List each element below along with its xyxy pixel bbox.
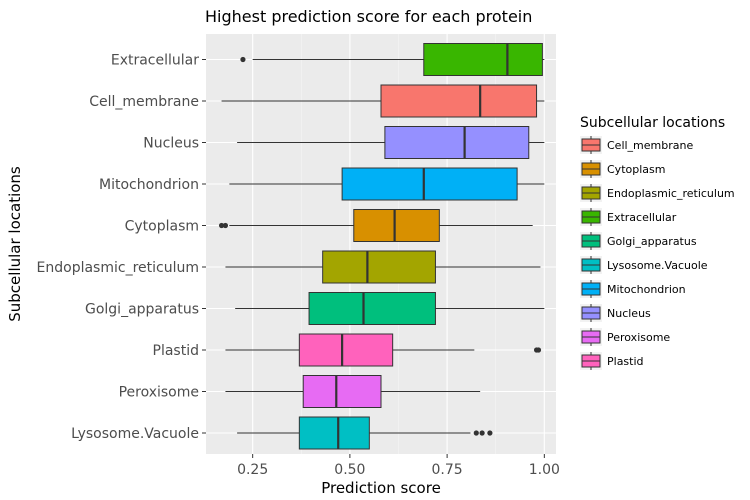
x-tick-label: 0.75: [432, 462, 463, 478]
x-axis-title: Prediction score: [321, 479, 441, 497]
legend-label: Plastid: [607, 355, 644, 368]
legend-item-Lysosome.Vacuole: Lysosome.Vacuole: [580, 256, 708, 274]
y-tick-label: Nucleus: [143, 136, 199, 152]
legend-label: Endoplasmic_reticulum: [607, 187, 735, 200]
outlier-point: [487, 430, 493, 436]
legend-item-Plastid: Plastid: [580, 352, 644, 370]
box-iqr: [353, 209, 440, 242]
y-tick-label: Cell_membrane: [89, 94, 199, 110]
box-Lysosome.Vacuole: [237, 416, 493, 450]
y-tick-label: Extracellular: [111, 53, 199, 69]
outlier-point: [479, 430, 485, 436]
outlier-point: [240, 56, 246, 63]
outlier-point: [535, 347, 542, 353]
x-tick-label: 0.25: [237, 462, 268, 478]
legend-item-Cell_membrane: Cell_membrane: [580, 136, 693, 154]
legend-item-Extracellular: Extracellular: [580, 208, 677, 226]
y-tick-label: Endoplasmic_reticulum: [37, 260, 199, 276]
legend-item-Nucleus: Nucleus: [580, 304, 651, 322]
y-axis: Extracellular Cell_membrane Nucleus Mitocho…: [37, 53, 206, 442]
legend-label: Mitochondrion: [607, 283, 686, 296]
box-Nucleus: [237, 126, 545, 159]
box-Golgi_apparatus: [235, 292, 545, 325]
legend-item-Mitochondrion: Mitochondrion: [580, 280, 686, 298]
boxes-layer: [218, 43, 545, 450]
y-tick-label: Peroxisome: [119, 385, 199, 401]
y-tick-label: Golgi_apparatus: [85, 302, 199, 318]
legend-item-Golgi_apparatus: Golgi_apparatus: [580, 232, 697, 250]
x-tick-label: 1.00: [529, 462, 560, 478]
legend-title: Subcellular locations: [580, 115, 725, 131]
legend-item-Endoplasmic_reticulum: Endoplasmic_reticulum: [580, 184, 735, 202]
legend-label: Nucleus: [607, 307, 651, 320]
box-Extracellular: [240, 43, 545, 76]
box-Cell_membrane: [221, 84, 545, 118]
legend-label: Extracellular: [607, 211, 677, 224]
legend-label: Peroxisome: [607, 331, 670, 344]
x-axis: 0.25 0.50 0.75 1.00: [237, 454, 560, 478]
box-iqr: [308, 292, 436, 325]
y-tick-label: Cytoplasm: [125, 219, 199, 235]
legend-label: Lysosome.Vacuole: [607, 259, 708, 272]
legend-label: Golgi_apparatus: [607, 235, 697, 248]
box-iqr: [341, 167, 518, 201]
box-iqr: [423, 43, 543, 76]
legend-item-Cytoplasm: Cytoplasm: [580, 160, 665, 178]
outlier-point: [473, 430, 479, 436]
box-iqr: [322, 250, 436, 284]
y-tick-label: Lysosome.Vacuole: [71, 426, 199, 442]
box-Peroxisome: [225, 375, 481, 408]
box-Mitochondrion: [229, 167, 545, 201]
box-Plastid: [225, 333, 542, 367]
box-Cytoplasm: [218, 209, 533, 242]
legend: Subcellular locations Cell_membrane Cytop…: [580, 115, 735, 370]
chart-title: Highest prediction score for each protei…: [205, 7, 532, 26]
y-axis-title: Subcellular locations: [6, 166, 24, 322]
box-Endoplasmic_reticulum: [225, 250, 541, 284]
box-iqr: [298, 416, 370, 450]
legend-label: Cell_membrane: [607, 139, 693, 152]
legend-label: Cytoplasm: [607, 163, 665, 176]
box-iqr: [380, 84, 538, 118]
box-iqr: [384, 126, 530, 159]
outlier-point: [222, 222, 229, 229]
y-tick-label: Mitochondrion: [99, 177, 199, 193]
box-iqr: [302, 375, 382, 408]
box-iqr: [298, 333, 394, 367]
x-tick-label: 0.50: [334, 462, 365, 478]
y-tick-label: Plastid: [153, 343, 199, 359]
legend-item-Peroxisome: Peroxisome: [580, 328, 670, 346]
outlier-point: [218, 222, 225, 229]
